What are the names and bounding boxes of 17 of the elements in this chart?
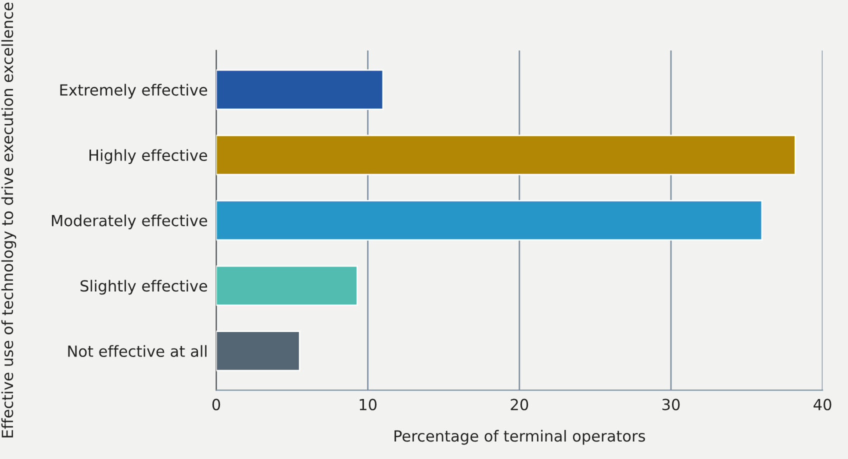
bar [216, 265, 358, 306]
x-tick-label: 30 [662, 398, 680, 410]
bar [216, 69, 384, 110]
x-tick-label: 0 [212, 398, 220, 410]
x-axis-title: Percentage of terminal operators [394, 430, 646, 445]
x-tick-label: 10 [360, 398, 377, 410]
y-tick-label: Not effective at all [68, 345, 206, 357]
y-tick-label: Slightly effective [80, 280, 208, 295]
bar [216, 330, 300, 372]
x-tick-label: 20 [510, 398, 528, 410]
x-tick-label: 40 [814, 398, 832, 410]
y-tick-label: Extremely effective [60, 84, 208, 99]
y-axis-title: Effective use of technology to drive execution excellence [1, 2, 16, 438]
y-tick-label: Moderately effective [52, 214, 208, 230]
y-tick-label: Highly effective [90, 149, 208, 164]
bar [216, 134, 796, 176]
bar [216, 200, 763, 241]
